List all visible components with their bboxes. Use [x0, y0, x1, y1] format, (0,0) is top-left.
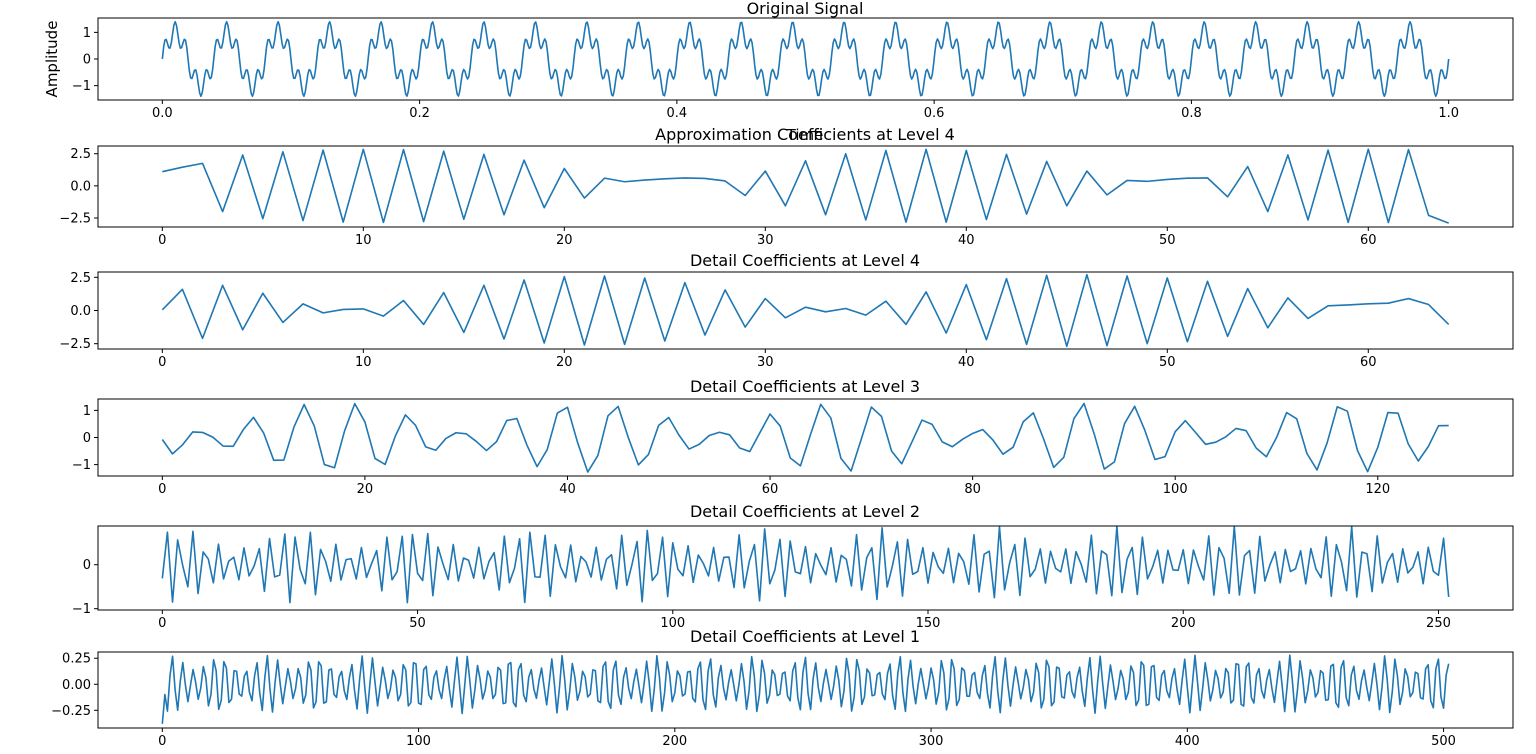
x-tick-label: 50 — [409, 616, 426, 631]
x-tick-label: 0 — [158, 355, 166, 370]
y-tick-label: 1 — [83, 404, 91, 419]
x-tick-label: 0.6 — [924, 106, 945, 121]
x-tick-label: 60 — [762, 482, 779, 497]
subplot-detail-level3: 0 20 40 60 80 100 120 1 0 −1 — [72, 398, 1514, 497]
x-tick-label: 10 — [355, 233, 372, 248]
x-tick-label: 40 — [958, 233, 975, 248]
y-tick-label: −2.5 — [59, 212, 91, 227]
y-tick-label: −1 — [72, 602, 91, 617]
subplot-detail-level1: 0 100 200 300 400 500 0.25 0.00 −0.25 — [51, 651, 1514, 749]
y-tick-label: 1 — [83, 26, 91, 41]
x-tick-label: 0.2 — [409, 106, 430, 121]
signal-line-detail-level4 — [161, 273, 1450, 348]
x-tick-label: 30 — [757, 355, 774, 370]
x-tick-label: 1.0 — [1438, 106, 1459, 121]
axes-spines-original-signal — [97, 17, 1514, 101]
x-tick-label: 250 — [1426, 616, 1451, 631]
x-tick-label: 60 — [1360, 355, 1377, 370]
subplot-title-approximation-level4: Approximation Coefficients at Level 4 — [655, 125, 955, 144]
subplot-original-signal: 0.0 0.2 0.4 0.6 0.8 1.0 1 0 −1 — [72, 17, 1514, 121]
subplot-title-detail-level4: Detail Coefficients at Level 4 — [689, 251, 921, 270]
x-tick-label: 40 — [559, 482, 576, 497]
x-tick-label: 50 — [1159, 355, 1176, 370]
axes-spines-detail-level4 — [97, 271, 1514, 350]
x-tick-label: 20 — [357, 482, 374, 497]
y-tick-label: 0.0 — [70, 179, 91, 194]
y-tick-label: −1 — [72, 458, 91, 473]
x-tick-label: 0.0 — [152, 106, 173, 121]
x-tick-label: 0 — [158, 482, 166, 497]
x-tick-label: 40 — [958, 355, 975, 370]
x-tick-label: 200 — [1171, 616, 1196, 631]
axes-spines-detail-level2 — [97, 525, 1514, 611]
x-tick-label: 200 — [662, 734, 687, 749]
y-tick-label: −1 — [72, 79, 91, 94]
y-tick-label: 0 — [83, 53, 91, 68]
x-tick-label: 20 — [556, 233, 573, 248]
x-tick-label: 120 — [1365, 482, 1390, 497]
x-tick-label: 80 — [964, 482, 981, 497]
x-tick-label: 0.8 — [1181, 106, 1202, 121]
signal-line-detail-level3 — [161, 402, 1449, 473]
x-tick-label: 100 — [660, 616, 685, 631]
x-tick-label: 0.4 — [667, 106, 688, 121]
axes-spines-detail-level3 — [97, 398, 1514, 477]
signal-line-original-signal — [161, 20, 1450, 98]
subplot-approx-level4: 0 10 20 30 40 50 60 2.5 0.0 −2.5 — [59, 145, 1514, 248]
subplot-detail-level4: 0 10 20 30 40 50 60 2.5 0.0 −2.5 — [59, 271, 1514, 370]
subplot-title-original-signal: Original Signal — [746, 0, 864, 18]
y-tick-label: 0.0 — [70, 304, 91, 319]
x-tick-label: 20 — [556, 355, 573, 370]
y-tick-label: −0.25 — [51, 704, 91, 719]
subplot-title-detail-level1: Detail Coefficients at Level 1 — [689, 627, 921, 646]
signal-line-detail-level1 — [161, 654, 1450, 724]
x-tick-label: 0 — [158, 616, 166, 631]
x-tick-label: 30 — [757, 233, 774, 248]
axes-spines-approx-level4 — [97, 145, 1514, 228]
x-tick-label: 150 — [916, 616, 941, 631]
x-tick-label: 60 — [1360, 233, 1377, 248]
x-tick-label: 0 — [158, 734, 166, 749]
x-tick-label: 100 — [1163, 482, 1188, 497]
x-tick-label: 400 — [1175, 734, 1200, 749]
x-tick-label: 100 — [406, 734, 431, 749]
x-tick-label: 500 — [1431, 734, 1456, 749]
subplot-detail-level2: 0 50 100 150 200 250 0 −1 — [72, 525, 1514, 631]
x-tick-label: 300 — [919, 734, 944, 749]
signal-line-detail-level2 — [161, 526, 1450, 604]
subplot-title-detail-level3: Detail Coefficients at Level 3 — [689, 377, 921, 396]
x-tick-label: 10 — [355, 355, 372, 370]
subplot-title-detail-level2: Detail Coefficients at Level 2 — [689, 502, 921, 521]
y-tick-label: 0.25 — [62, 652, 91, 667]
y-tick-label: 0.00 — [62, 678, 91, 693]
y-tick-label: 2.5 — [70, 271, 91, 286]
y-tick-label: 0 — [83, 431, 91, 446]
x-tick-label: 0 — [158, 233, 166, 248]
x-tick-label: 50 — [1159, 233, 1176, 248]
y-axis-label-amplitude: Amplitude — [43, 20, 61, 98]
y-tick-label: −2.5 — [59, 337, 91, 352]
signal-line-approx-level4 — [162, 148, 1449, 224]
axes-spines-detail-level1 — [97, 651, 1514, 729]
y-tick-label: 2.5 — [70, 147, 91, 162]
y-tick-label: 0 — [83, 558, 91, 573]
x-axis-label-time: Time — [786, 126, 824, 144]
